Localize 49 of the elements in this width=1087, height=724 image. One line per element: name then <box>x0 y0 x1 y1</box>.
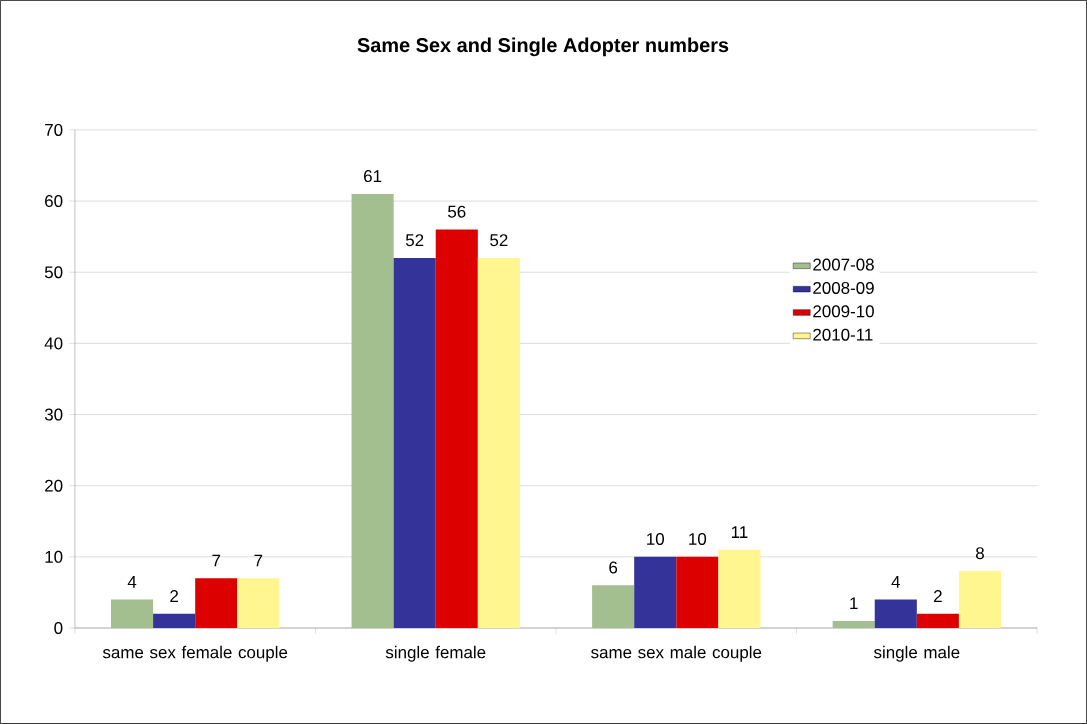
data-label: 10 <box>647 533 664 546</box>
legend-label: 2007-08 <box>813 258 874 271</box>
x-tick-label: single female <box>385 645 486 662</box>
y-tick-label: 60 <box>45 195 63 208</box>
data-label: 4 <box>891 576 900 588</box>
bar <box>874 599 917 629</box>
bar <box>435 229 478 629</box>
data-label: 61 <box>364 170 382 183</box>
data-label: 52 <box>405 234 424 247</box>
data-label: 2 <box>170 590 178 602</box>
y-tick-label: 40 <box>44 337 63 350</box>
data-label: 4 <box>127 576 137 588</box>
data-label: 10 <box>689 533 707 546</box>
data-label: 52 <box>490 234 508 247</box>
x-tick-label: single male <box>873 645 960 662</box>
bar <box>477 258 520 629</box>
legend-label: 2010-11 <box>813 328 873 341</box>
bar <box>237 578 280 629</box>
chart-title: Same Sex and Single Adopter numbers <box>357 37 729 57</box>
y-tick-label: 30 <box>44 408 63 421</box>
bar <box>958 571 1002 629</box>
y-tick-label: 20 <box>45 479 63 492</box>
bar <box>676 556 719 629</box>
data-label: 56 <box>448 205 466 218</box>
legend-label: 2008-09 <box>813 282 874 294</box>
y-tick-label: 70 <box>45 123 63 136</box>
bar <box>916 613 959 629</box>
data-label: 8 <box>976 547 984 560</box>
bar <box>195 578 238 629</box>
bar <box>153 613 196 629</box>
bar <box>832 620 875 629</box>
bar <box>393 258 436 629</box>
bar <box>718 549 761 629</box>
data-label: 7 <box>212 554 221 567</box>
bar <box>634 556 677 629</box>
data-label: 7 <box>254 554 263 567</box>
y-tick-label: 0 <box>54 622 63 635</box>
data-label: 11 <box>731 526 748 538</box>
bar <box>111 599 154 629</box>
bar <box>592 585 635 629</box>
bar <box>351 193 394 629</box>
y-tick-label: 10 <box>45 550 63 563</box>
y-tick-label: 50 <box>44 266 63 279</box>
data-label: 1 <box>850 597 858 610</box>
data-label: 6 <box>609 561 618 574</box>
x-tick-label: same sex female couple <box>102 645 288 662</box>
x-tick-label: same sex male couple <box>591 645 762 662</box>
legend-label: 2009-10 <box>813 305 874 318</box>
data-label: 2 <box>934 590 942 602</box>
